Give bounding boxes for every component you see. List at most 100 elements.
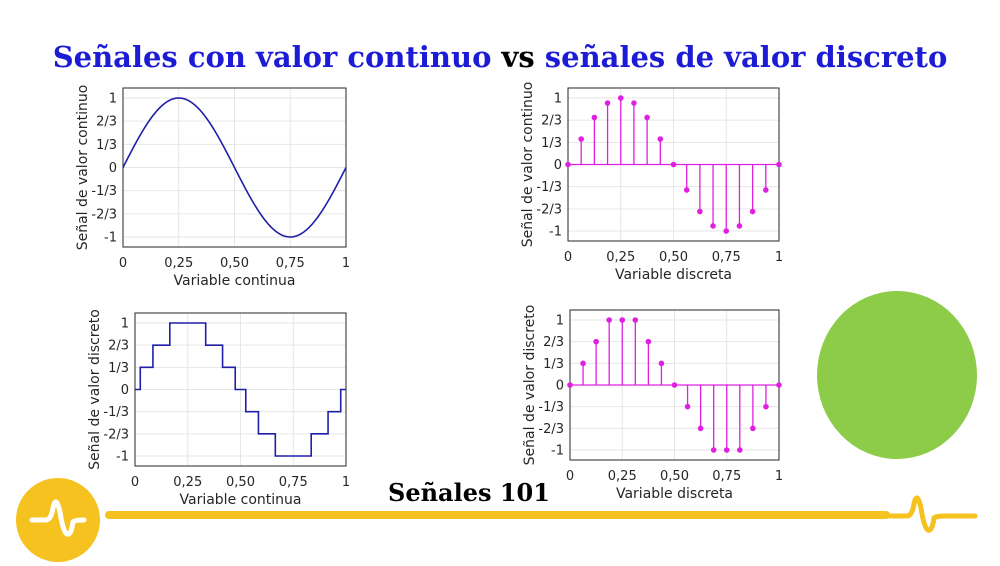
y-tick-label: 1/3: [108, 361, 129, 376]
stem-point: [723, 447, 730, 453]
x-axis-label: Variable discreta: [615, 267, 732, 283]
y-axis-label: Señal de valor continuo: [520, 82, 536, 248]
brand-label: Señales 101: [388, 478, 550, 507]
y-tick-label: -1: [104, 231, 117, 246]
y-tick-label: -1/3: [103, 405, 129, 420]
stem-point: [658, 360, 665, 367]
y-tick-label: 0: [121, 383, 129, 398]
y-tick-label: -1: [116, 450, 129, 465]
stem-point: [737, 447, 743, 453]
x-tick-label: 0,50: [220, 256, 249, 271]
stem-point: [606, 317, 612, 323]
y-tick-label: 1: [109, 92, 117, 107]
y-tick-label: 1/3: [541, 136, 562, 151]
stem-point: [750, 425, 756, 432]
page-title: Señales con valor continuo vs señales de…: [0, 40, 1000, 74]
x-tick-label: 0: [564, 250, 572, 265]
stem-point: [567, 382, 573, 388]
stem-point: [710, 447, 717, 453]
signal-wave-logo-icon: [16, 478, 100, 562]
x-tick-label: 0,25: [173, 475, 202, 490]
x-tick-label: 1: [342, 256, 350, 271]
series-step-line: [135, 322, 346, 457]
x-tick-label: 0,75: [712, 250, 741, 265]
stem-point: [723, 228, 730, 234]
y-tick-label: 1/3: [543, 357, 564, 372]
stem-point: [749, 208, 756, 215]
stem-point: [776, 161, 782, 168]
stem-point: [763, 403, 769, 410]
y-axis-label: Señal de valor continuo: [75, 85, 91, 251]
stem-point: [632, 317, 639, 323]
y-tick-label: 0: [556, 379, 564, 394]
y-tick-label: 1: [554, 92, 562, 107]
stem-point: [763, 187, 769, 193]
y-tick-label: -1: [551, 444, 564, 459]
stem-point: [736, 223, 743, 229]
stem-point: [593, 338, 599, 345]
x-tick-label: 1: [775, 250, 783, 265]
y-tick-label: -1/3: [91, 184, 117, 199]
stem-point: [683, 187, 690, 193]
series-line: [122, 97, 347, 238]
x-tick-label: 0,75: [279, 475, 308, 490]
x-tick-label: 0,25: [164, 256, 193, 271]
y-tick-label: -1/3: [536, 180, 562, 195]
y-tick-label: -2/3: [103, 427, 129, 442]
x-tick-label: 0,25: [608, 469, 637, 484]
y-tick-label: 2/3: [96, 115, 117, 130]
stem-point: [697, 425, 704, 432]
stem-point: [684, 403, 691, 410]
stem-point: [631, 100, 637, 106]
x-tick-label: 0,50: [226, 475, 255, 490]
x-tick-label: 0,25: [606, 250, 635, 265]
y-tick-label: 0: [109, 161, 117, 176]
stem-point: [591, 114, 598, 121]
signal-wave-icon: [887, 495, 978, 533]
stem-point: [578, 136, 584, 142]
y-tick-label: -1: [549, 225, 562, 240]
x-tick-label: 0: [119, 256, 127, 271]
stem-point: [580, 360, 586, 367]
y-tick-label: 0: [554, 158, 562, 173]
title-part-vs: vs: [491, 40, 545, 74]
y-tick-label: -2/3: [91, 207, 117, 222]
stem-point: [645, 338, 652, 345]
accent-line: [105, 511, 890, 519]
y-tick-label: 1/3: [96, 138, 117, 153]
y-tick-label: 2/3: [108, 339, 129, 354]
y-tick-label: -1/3: [538, 400, 564, 415]
x-axis-label: Variable discreta: [616, 486, 733, 502]
x-tick-label: 1: [775, 469, 783, 484]
y-tick-label: -2/3: [536, 202, 562, 217]
title-part-continuous: Señales con valor continuo: [52, 40, 492, 74]
y-tick-label: 1: [121, 317, 129, 332]
stem-point: [657, 136, 664, 142]
x-tick-label: 0,75: [276, 256, 305, 271]
y-tick-label: 2/3: [543, 335, 564, 350]
x-tick-label: 0,75: [712, 469, 741, 484]
x-tick-label: 0: [131, 475, 139, 490]
stem-point: [565, 161, 571, 168]
stem-point: [617, 95, 624, 101]
x-tick-label: 0,50: [659, 250, 688, 265]
y-tick-label: 1: [556, 314, 564, 329]
stem-point: [710, 223, 716, 229]
title-part-discrete: señales de valor discreto: [544, 40, 948, 74]
stem-point: [776, 382, 782, 388]
x-tick-label: 0,50: [660, 469, 689, 484]
stem-point: [619, 317, 626, 323]
stem-point: [697, 208, 703, 215]
x-tick-label: 1: [342, 475, 350, 490]
stem-point: [670, 161, 677, 168]
stem-point: [604, 100, 611, 106]
stem-point: [644, 114, 650, 121]
x-axis-label: Variable continua: [180, 492, 302, 508]
x-tick-label: 0: [566, 469, 574, 484]
y-axis-label: Señal de valor discreto: [87, 309, 103, 470]
stem-point: [671, 382, 678, 388]
